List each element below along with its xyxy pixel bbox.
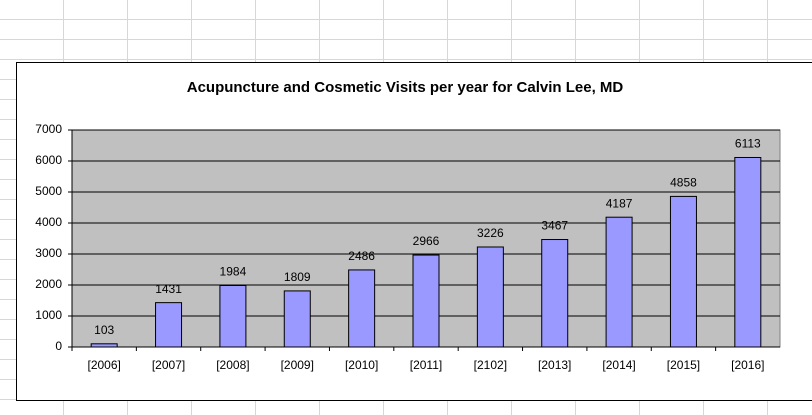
data-label: 1984 <box>220 265 247 279</box>
y-tick-label: 2000 <box>35 277 62 291</box>
data-label: 2966 <box>413 234 440 248</box>
data-label: 3226 <box>477 226 504 240</box>
bar <box>283 290 311 348</box>
bar <box>219 284 247 348</box>
data-label: 2486 <box>348 249 375 263</box>
x-tick-label: [2016] <box>731 358 764 372</box>
y-tick-label: 0 <box>55 339 62 353</box>
bar <box>669 195 697 348</box>
data-label: 103 <box>94 323 114 337</box>
x-tick-label: [2006] <box>87 358 120 372</box>
bar <box>412 254 440 348</box>
y-tick-label: 1000 <box>35 308 62 322</box>
data-label: 4187 <box>606 196 633 210</box>
y-tick-label: 3000 <box>35 246 62 260</box>
x-tick-label: [2008] <box>216 358 249 372</box>
y-tick-label: 6000 <box>35 153 62 167</box>
y-tick-label: 4000 <box>35 215 62 229</box>
x-tick-label: [2007] <box>152 358 185 372</box>
data-label: 1809 <box>284 270 311 284</box>
x-tick-label: [2015] <box>667 358 700 372</box>
data-label: 4858 <box>670 176 697 190</box>
x-tick-label: [2011] <box>410 358 442 372</box>
bar <box>605 216 633 348</box>
chart-title: Acupuncture and Cosmetic Visits per year… <box>187 79 624 96</box>
x-tick-label: [2102] <box>474 358 507 372</box>
x-tick-label: [2010] <box>345 358 378 372</box>
bar <box>348 269 376 348</box>
bar <box>734 156 762 348</box>
x-tick-label: [2009] <box>281 358 314 372</box>
data-label: 6113 <box>735 137 761 151</box>
x-tick-label: [2013] <box>538 358 571 372</box>
data-label: 3467 <box>541 219 568 233</box>
bar <box>476 246 504 348</box>
bar <box>541 239 569 348</box>
x-tick-label: [2014] <box>602 358 635 372</box>
bar <box>90 343 118 348</box>
y-tick-label: 5000 <box>35 184 62 198</box>
data-label: 1431 <box>155 282 182 296</box>
y-tick-label: 7000 <box>35 122 62 136</box>
bar <box>155 302 183 348</box>
